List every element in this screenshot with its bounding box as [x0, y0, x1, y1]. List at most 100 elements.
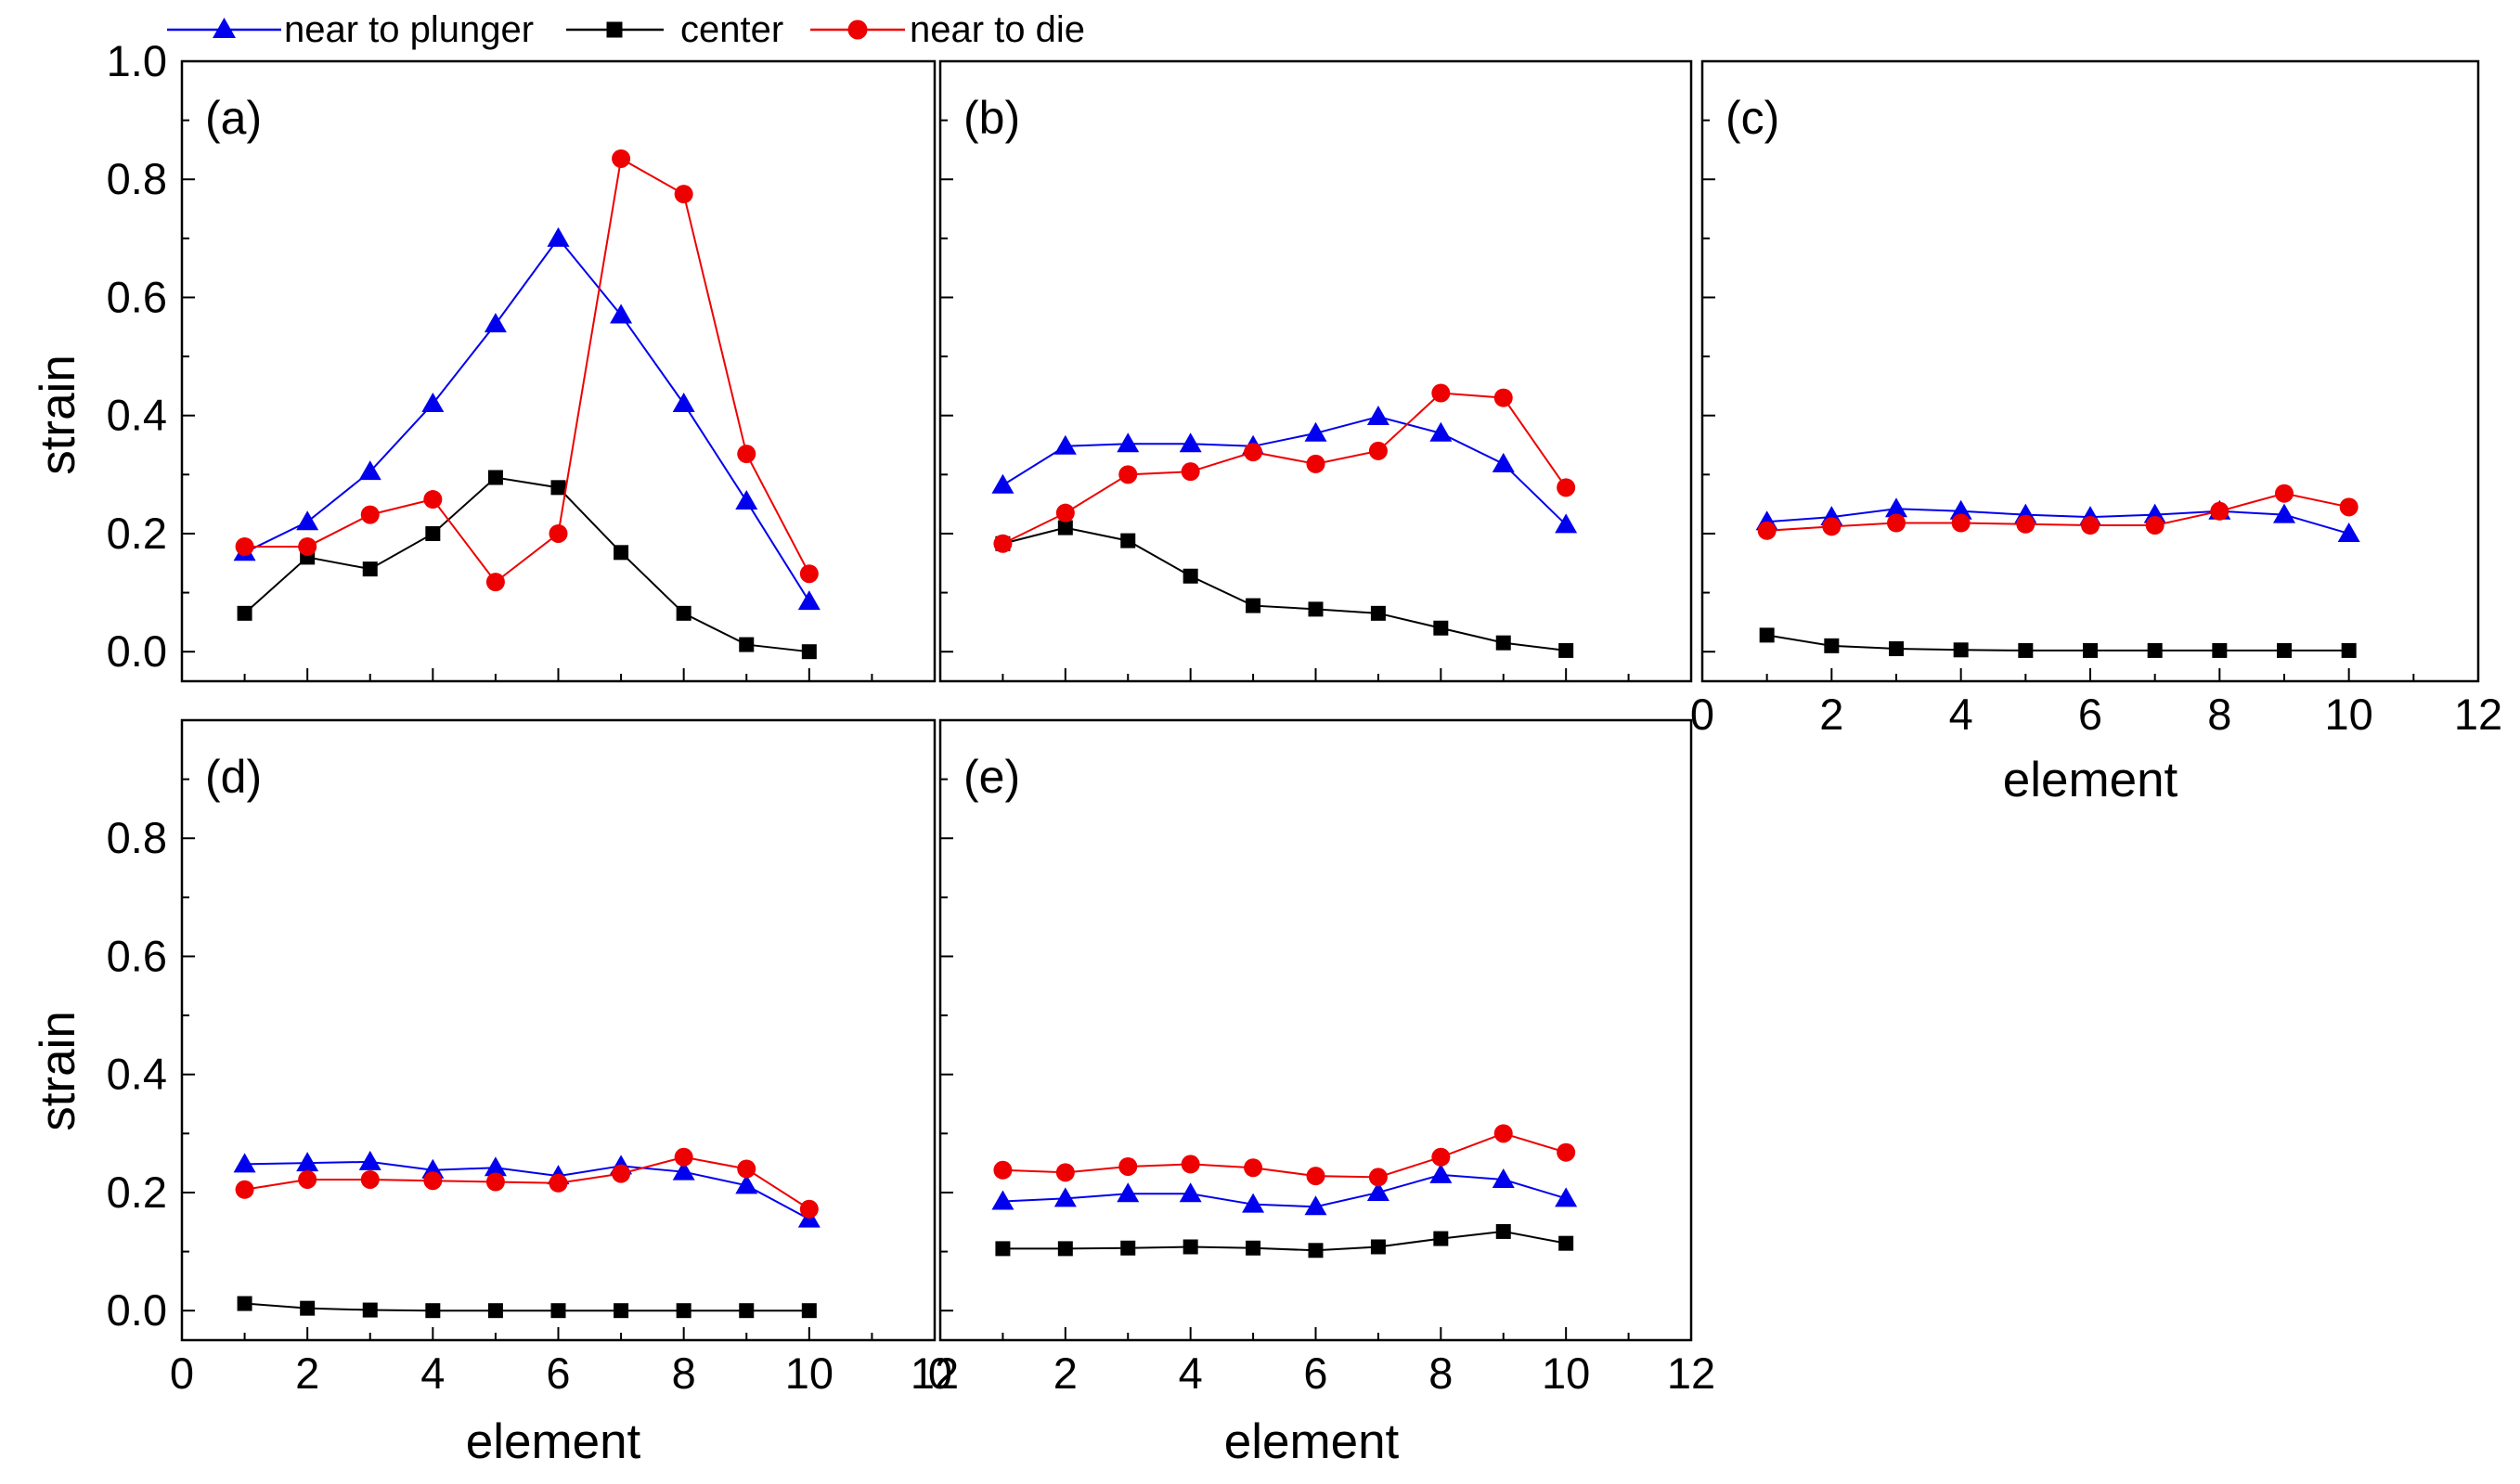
data-point-plunger-c: [2273, 503, 2295, 523]
x-axis-title-d: element: [466, 1414, 641, 1469]
data-point-center-b: [1370, 605, 1386, 621]
x-tick-label-e: 8: [1428, 1349, 1453, 1398]
data-point-center-d: [801, 1303, 817, 1319]
data-point-die-c: [2210, 501, 2229, 521]
data-point-die-e: [1244, 1158, 1263, 1178]
x-tick-label-e: 10: [1542, 1349, 1590, 1398]
data-point-die-c: [1822, 517, 1842, 536]
data-point-center-b: [1182, 568, 1198, 584]
data-point-die-e: [1306, 1167, 1325, 1186]
data-point-die-a: [799, 564, 819, 584]
series-line-center-e: [1002, 1230, 1567, 1252]
x-tick-label-e: 6: [1303, 1349, 1327, 1398]
y-tick-label-a: 0.6: [107, 272, 167, 321]
data-point-center-a: [676, 605, 691, 621]
x-tick-label-d: 2: [295, 1349, 319, 1398]
data-point-center-c: [2277, 642, 2292, 658]
data-point-die-c: [1887, 513, 1906, 533]
series-line-die-a: [244, 157, 810, 584]
panel-b: (b): [938, 59, 1693, 683]
data-point-center-a: [237, 605, 252, 621]
data-point-center-d: [362, 1302, 378, 1318]
data-point-plunger-e: [1053, 1187, 1077, 1207]
data-point-center-c: [1953, 642, 1969, 658]
data-point-center-b: [1433, 620, 1449, 636]
data-point-die-d: [423, 1171, 443, 1191]
data-point-plunger-c: [1885, 497, 1907, 518]
y-tick-label-a: 0.2: [107, 509, 167, 558]
panel-label-c: (c): [1725, 92, 1779, 144]
data-point-die-b: [1055, 503, 1075, 523]
y-tick-label-d: 0.4: [107, 1050, 167, 1099]
data-point-die-b: [1306, 454, 1325, 473]
data-point-die-a: [549, 523, 568, 543]
panel-label-e: (e): [963, 751, 1020, 803]
y-tick-label-d: 0.8: [107, 813, 167, 862]
series-line-plunger-b: [1002, 415, 1567, 526]
x-tick-label-e: 12: [1667, 1349, 1715, 1398]
x-tick-label-c: 8: [2207, 690, 2231, 739]
x-tick-label-c: 4: [1949, 690, 1973, 739]
data-point-center-e: [1057, 1241, 1073, 1257]
data-point-center-b: [1558, 642, 1574, 658]
data-point-plunger-a: [672, 392, 695, 412]
legend-label-die: near to die: [910, 9, 1085, 50]
data-point-plunger-b: [1492, 452, 1515, 472]
x-axis-title-e: element: [1224, 1414, 1400, 1469]
data-point-die-a: [360, 505, 380, 524]
series-line-die-d: [244, 1155, 810, 1210]
y-axis-title-bottom: strain: [31, 1011, 85, 1131]
data-point-die-b: [993, 534, 1013, 553]
data-point-center-d: [676, 1303, 691, 1319]
data-point-center-e: [1120, 1240, 1136, 1256]
x-axis-title-c: element: [2003, 753, 2178, 807]
y-tick-label-a: 0.8: [107, 154, 167, 203]
y-tick-label-a: 0.4: [107, 391, 167, 440]
x-tick-label-c: 2: [1819, 690, 1843, 739]
series-line-center-a: [243, 476, 809, 653]
data-point-center-b: [1495, 635, 1511, 651]
data-point-plunger-a: [797, 590, 821, 611]
data-point-plunger-a: [735, 489, 758, 510]
legend-marker-center: [606, 21, 623, 38]
data-point-die-b: [1431, 383, 1451, 403]
data-point-plunger-e: [1242, 1193, 1265, 1213]
data-point-die-c: [2081, 516, 2100, 536]
x-tick-label-e: 4: [1179, 1349, 1203, 1398]
data-point-plunger-d: [672, 1160, 695, 1181]
data-point-plunger-b: [991, 473, 1014, 494]
x-tick-label-d: 12: [911, 1349, 959, 1398]
data-point-die-c: [1757, 521, 1777, 540]
data-point-center-c: [2018, 642, 2034, 658]
data-point-die-a: [423, 490, 443, 510]
data-point-plunger-d: [735, 1174, 758, 1194]
series-line-plunger-c: [1766, 508, 2349, 535]
data-point-die-c: [2275, 484, 2294, 503]
data-point-center-a: [739, 637, 755, 652]
data-point-die-e: [993, 1160, 1013, 1180]
series-line-plunger-d: [244, 1160, 810, 1220]
data-point-die-e: [1557, 1142, 1576, 1162]
data-point-center-e: [1308, 1243, 1324, 1258]
data-point-die-a: [674, 185, 693, 204]
data-point-center-c: [2212, 642, 2228, 658]
data-point-die-a: [485, 573, 505, 592]
data-point-die-d: [235, 1180, 254, 1199]
data-point-center-d: [300, 1300, 316, 1316]
data-point-center-b: [1246, 598, 1261, 613]
data-point-plunger-e: [991, 1190, 1014, 1210]
data-point-center-e: [1495, 1223, 1511, 1239]
legend-marker-plunger: [213, 18, 236, 38]
data-point-plunger-b: [1117, 432, 1140, 453]
x-tick-label-d: 8: [672, 1349, 696, 1398]
data-point-die-b: [1118, 465, 1138, 484]
data-point-die-c: [2339, 497, 2358, 517]
series-line-center-d: [244, 1302, 809, 1312]
data-point-plunger-b: [1366, 405, 1389, 425]
data-point-die-e: [1181, 1155, 1200, 1174]
data-point-center-c: [2147, 642, 2163, 658]
data-point-plunger-c: [2337, 522, 2360, 542]
data-point-die-b: [1557, 478, 1576, 497]
